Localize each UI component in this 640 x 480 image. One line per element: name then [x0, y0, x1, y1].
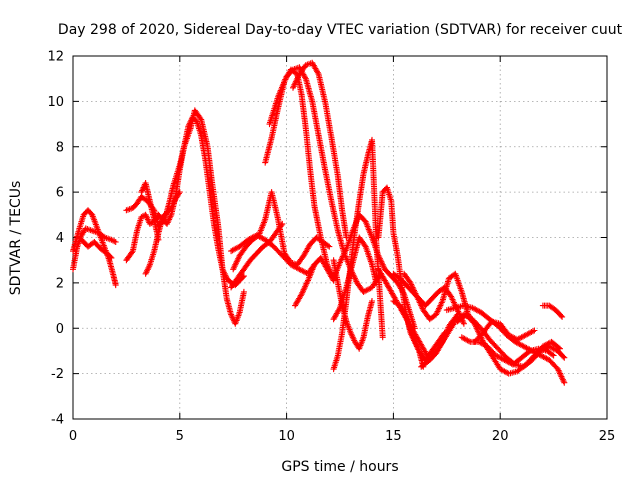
data-marker-trail [471, 318, 538, 345]
data-marker-trail [123, 107, 247, 327]
series-track-14 [292, 254, 337, 309]
series-track-23 [390, 298, 427, 370]
x-tick-label: 10 [278, 429, 295, 444]
series-track-2 [70, 207, 119, 289]
data-marker-trail [138, 180, 162, 243]
x-tick-label: 15 [385, 429, 402, 444]
data-marker-trail [262, 66, 337, 282]
data-marker-trail [458, 334, 557, 368]
x-tick-label: 0 [69, 429, 77, 444]
y-tick-label: 2 [56, 276, 64, 291]
y-tick-label: 0 [56, 322, 64, 337]
series-track-7 [138, 180, 162, 243]
data-marker-trail [390, 298, 427, 370]
x-tick-label: 20 [492, 429, 509, 444]
y-tick-label: 8 [56, 140, 64, 155]
x-axis-label: GPS time / hours [281, 459, 398, 475]
y-tick-label: 6 [56, 186, 64, 201]
series-track-15 [330, 257, 375, 352]
data-marker-trail [290, 59, 350, 241]
y-tick-label: 10 [47, 95, 64, 110]
data-points [70, 59, 568, 386]
x-tick-label: 25 [599, 429, 616, 444]
series-track-11 [262, 66, 337, 282]
series-track-10 [228, 220, 286, 291]
axis-ticks: 0 5 10 15 20 25 -4 -2 0 2 4 6 8 10 12 [47, 50, 615, 445]
data-marker-trail [539, 302, 566, 320]
y-axis-label: SDTVAR / TECUs [8, 181, 24, 296]
y-tick-label: 12 [47, 50, 64, 65]
series-track-18 [330, 136, 386, 373]
data-marker-trail [330, 136, 386, 373]
y-tick-label: 4 [56, 231, 64, 246]
x-tick-label: 5 [176, 429, 184, 444]
series-track-5 [123, 107, 247, 327]
y-tick-label: -2 [51, 367, 64, 382]
y-tick-label: -4 [51, 413, 64, 428]
series-track-29 [539, 302, 566, 320]
series-track-13 [290, 59, 350, 241]
series-track-27 [458, 334, 557, 368]
data-marker-trail [78, 236, 115, 261]
series-track-28 [471, 318, 538, 345]
data-marker-trail [292, 254, 337, 309]
data-marker-trail [330, 257, 375, 352]
data-marker-trail [70, 207, 119, 289]
series-track-22 [401, 270, 478, 327]
data-marker-trail [228, 220, 286, 291]
chart-title: Day 298 of 2020, Sidereal Day-to-day VTE… [58, 22, 623, 38]
data-marker-trail [401, 270, 478, 327]
series-track-3 [78, 236, 115, 261]
